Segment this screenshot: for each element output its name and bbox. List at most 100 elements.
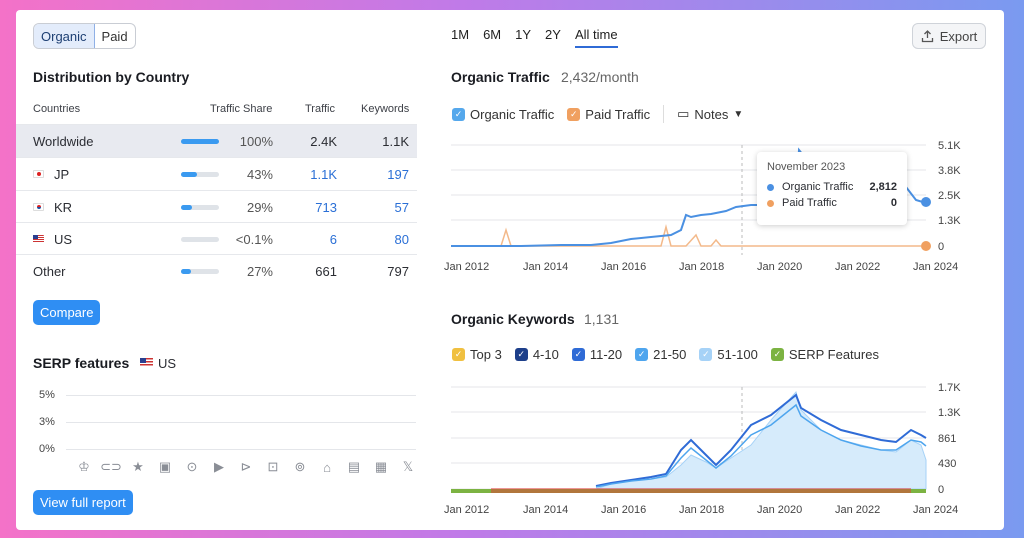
faq-icon[interactable]: ⊡	[267, 459, 279, 474]
organic-keywords-chart[interactable]	[451, 380, 931, 495]
crown-icon[interactable]: ♔	[78, 459, 90, 474]
paid-dot-icon	[767, 199, 774, 207]
traffic-share: 100%	[239, 134, 273, 149]
legend-label: 21-50	[653, 347, 687, 362]
keywords-link[interactable]: 57	[394, 200, 409, 215]
news-icon[interactable]: ▤	[347, 459, 361, 474]
country-name: Other	[33, 264, 66, 279]
traffic-value: 2.4K	[310, 134, 337, 149]
video-carousel-icon[interactable]: ▶	[214, 459, 224, 474]
y-tick: 2.5K	[938, 190, 961, 202]
kr-flag-icon	[33, 203, 44, 211]
notes-dropdown[interactable]: ▭ Notes ▼	[677, 106, 743, 122]
keywords-link[interactable]: 197	[387, 167, 409, 182]
traffic-share: 43%	[246, 167, 273, 182]
traffic-share: 29%	[246, 200, 273, 215]
table-row[interactable]: US <0.1% 6 80	[16, 222, 417, 255]
checkbox-icon: ✓	[635, 348, 649, 361]
col-traffic-share[interactable]: Traffic Share	[210, 103, 273, 115]
us-flag-icon	[33, 235, 44, 243]
checkbox-icon: ✓	[770, 348, 784, 361]
range-2y[interactable]: 2Y	[545, 27, 561, 42]
legend-4-10[interactable]: ✓ 4-10	[514, 347, 559, 362]
checkbox-icon: ✓	[567, 107, 581, 121]
organic-keywords-value: 1,131	[584, 311, 620, 327]
star-icon[interactable]: ★	[132, 459, 144, 474]
traffic-link[interactable]: 6	[329, 232, 337, 247]
y-tick: 1.7K	[938, 382, 961, 394]
legend-organic-traffic[interactable]: ✓ Organic Traffic	[452, 107, 554, 122]
serp-axis-label: 5%	[39, 389, 55, 401]
keywords-link[interactable]: 80	[394, 232, 409, 247]
date-range-tabs: 1M 6M 1Y 2Y All time	[451, 27, 618, 48]
image-icon[interactable]: ▣	[158, 459, 172, 474]
tooltip-organic-value: 2,812	[869, 181, 897, 193]
traffic-link[interactable]: 713	[315, 200, 337, 215]
grid-line	[66, 395, 416, 396]
range-1y[interactable]: 1Y	[515, 27, 532, 42]
col-countries[interactable]: Countries	[33, 103, 81, 115]
organic-traffic-value: 2,432/month	[561, 69, 639, 85]
checkbox-icon: ✓	[699, 348, 713, 361]
table-row[interactable]: JP 43% 1.1K 197	[16, 157, 417, 190]
organic-paid-toggle[interactable]: Organic Paid	[33, 23, 136, 49]
compare-button[interactable]: Compare	[33, 300, 101, 325]
link-icon[interactable]: ⊂⊃	[100, 459, 122, 474]
traffic-link[interactable]: 1.1K	[310, 167, 337, 182]
play-icon[interactable]: ⊳	[240, 459, 252, 474]
legend-serp-features[interactable]: ✓ SERP Features	[770, 347, 879, 362]
serp-axis-label: 3%	[39, 416, 55, 428]
us-flag-icon	[140, 358, 153, 367]
export-button[interactable]: Export	[912, 23, 986, 49]
tooltip-paid-value: 0	[890, 197, 897, 209]
video-icon[interactable]: ⊙	[186, 459, 198, 474]
col-traffic[interactable]: Traffic	[305, 103, 335, 115]
x-tick: Jan 2018	[679, 261, 725, 273]
checkbox-icon: ✓	[452, 348, 465, 361]
keywords-area-51-100	[595, 390, 927, 490]
legend-label: 4-10	[532, 347, 559, 362]
view-full-report-button[interactable]: View full report	[33, 490, 133, 515]
col-keywords[interactable]: Keywords	[361, 103, 410, 115]
legend-51-100[interactable]: ✓ 51-100	[699, 347, 758, 362]
x-tick: Jan 2016	[601, 261, 647, 273]
location-pin-icon[interactable]: ⊚	[294, 459, 306, 474]
x-twitter-icon[interactable]: 𝕏	[402, 459, 414, 474]
legend-label: Paid Traffic	[585, 106, 651, 122]
table-row[interactable]: Other 27% 661 797	[16, 254, 417, 287]
legend-label: Organic Traffic	[470, 106, 555, 122]
paid-traffic-series	[451, 224, 921, 247]
x-tick: Jan 2014	[523, 261, 569, 273]
keywords-value: 1.1K	[382, 134, 409, 149]
x-tick: Jan 2020	[757, 261, 803, 273]
share-bar	[181, 205, 219, 210]
traffic-legend: ✓ Organic Traffic ✓ Paid Traffic ▭ Notes…	[452, 105, 756, 123]
briefcase-icon[interactable]: ▦	[374, 459, 388, 474]
range-all-time[interactable]: All time	[574, 27, 618, 48]
divider	[663, 105, 665, 123]
legend-label: 51-100	[717, 347, 758, 362]
y-tick: 0	[938, 241, 945, 253]
tab-paid[interactable]: Paid	[101, 29, 128, 44]
jp-flag-icon	[33, 170, 44, 178]
grid-line	[66, 449, 416, 450]
legend-top3[interactable]: ✓ Top 3	[452, 347, 502, 362]
keywords-line-11-20	[595, 393, 927, 487]
legend-label: SERP Features	[788, 347, 879, 362]
x-tick: Jan 2016	[601, 504, 647, 516]
range-1m[interactable]: 1M	[451, 27, 470, 42]
serp-axis-label: 0%	[39, 443, 55, 455]
tab-organic[interactable]: Organic	[34, 24, 95, 48]
serp-country[interactable]: US	[158, 356, 177, 371]
y-tick: 1.3K	[938, 215, 961, 227]
legend-paid-traffic[interactable]: ✓ Paid Traffic	[567, 107, 650, 122]
table-row[interactable]: KR 29% 713 57	[16, 190, 417, 223]
range-6m[interactable]: 6M	[483, 27, 502, 42]
legend-21-50[interactable]: ✓ 21-50	[635, 347, 686, 362]
table-row[interactable]: Worldwide 100% 2.4K 1.1K	[16, 124, 417, 157]
country-name: KR	[54, 200, 73, 215]
legend-11-20[interactable]: ✓ 11-20	[571, 347, 622, 362]
country-name: US	[54, 232, 73, 247]
x-tick: Jan 2012	[444, 504, 490, 516]
graduation-cap-icon[interactable]: ⌂	[323, 459, 331, 475]
